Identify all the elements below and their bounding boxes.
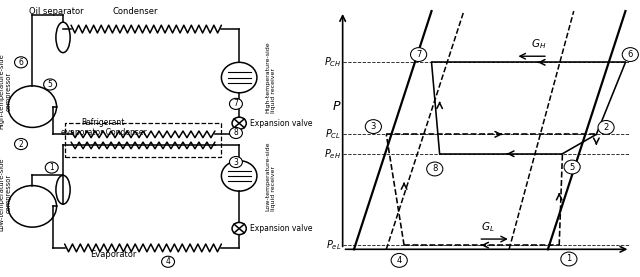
Text: Evaporator: Evaporator: [90, 250, 136, 259]
Text: 4: 4: [166, 257, 170, 266]
Text: 5: 5: [47, 80, 52, 89]
Text: 3: 3: [371, 122, 376, 131]
Circle shape: [44, 79, 56, 90]
Text: 5: 5: [570, 163, 575, 171]
Text: Expansion valve: Expansion valve: [250, 119, 313, 128]
Text: Expansion valve: Expansion valve: [250, 224, 313, 233]
Text: $P_{CL}$: $P_{CL}$: [325, 127, 341, 141]
Text: P: P: [332, 100, 340, 113]
Text: Low-temperature-side
compressor: Low-temperature-side compressor: [0, 157, 12, 231]
Circle shape: [15, 138, 28, 150]
Text: Condenser: Condenser: [113, 7, 159, 16]
Circle shape: [564, 160, 580, 174]
Text: High-temperature-side
compressor: High-temperature-side compressor: [0, 53, 12, 129]
Circle shape: [45, 162, 58, 173]
Circle shape: [230, 98, 243, 109]
Text: 1: 1: [566, 255, 572, 263]
Circle shape: [161, 256, 175, 267]
Circle shape: [232, 222, 246, 235]
Text: 4: 4: [397, 256, 402, 265]
Text: 8: 8: [234, 129, 238, 137]
Text: $G_L$: $G_L$: [481, 220, 495, 234]
Text: Low-temperature-side
liquid receiver: Low-temperature-side liquid receiver: [265, 141, 276, 211]
Circle shape: [427, 162, 443, 176]
Circle shape: [230, 157, 243, 168]
Circle shape: [410, 48, 427, 61]
Circle shape: [622, 48, 638, 61]
Circle shape: [561, 252, 577, 266]
Text: 6: 6: [628, 50, 633, 59]
Text: 7: 7: [416, 50, 421, 59]
Text: 3: 3: [234, 158, 238, 166]
Text: 2: 2: [19, 140, 24, 148]
Circle shape: [15, 57, 28, 68]
Text: 8: 8: [432, 165, 438, 173]
Text: Oil separator: Oil separator: [29, 7, 84, 16]
Text: $G_H$: $G_H$: [531, 37, 546, 51]
Text: Refrigerant
evaporator Condenser: Refrigerant evaporator Condenser: [61, 118, 147, 137]
Circle shape: [391, 253, 407, 267]
Circle shape: [230, 127, 243, 138]
Text: High-temperature-side
liquid receiver: High-temperature-side liquid receiver: [265, 42, 276, 113]
Text: $P_{CH}$: $P_{CH}$: [323, 55, 341, 69]
Text: $P_{eL}$: $P_{eL}$: [326, 238, 341, 252]
Circle shape: [232, 117, 246, 129]
Circle shape: [365, 120, 381, 134]
Text: 2: 2: [604, 123, 609, 132]
Text: $P_{eH}$: $P_{eH}$: [324, 147, 341, 161]
Text: 6: 6: [19, 58, 24, 67]
Circle shape: [598, 120, 614, 134]
Text: 1: 1: [49, 163, 54, 172]
Text: 7: 7: [234, 99, 238, 108]
